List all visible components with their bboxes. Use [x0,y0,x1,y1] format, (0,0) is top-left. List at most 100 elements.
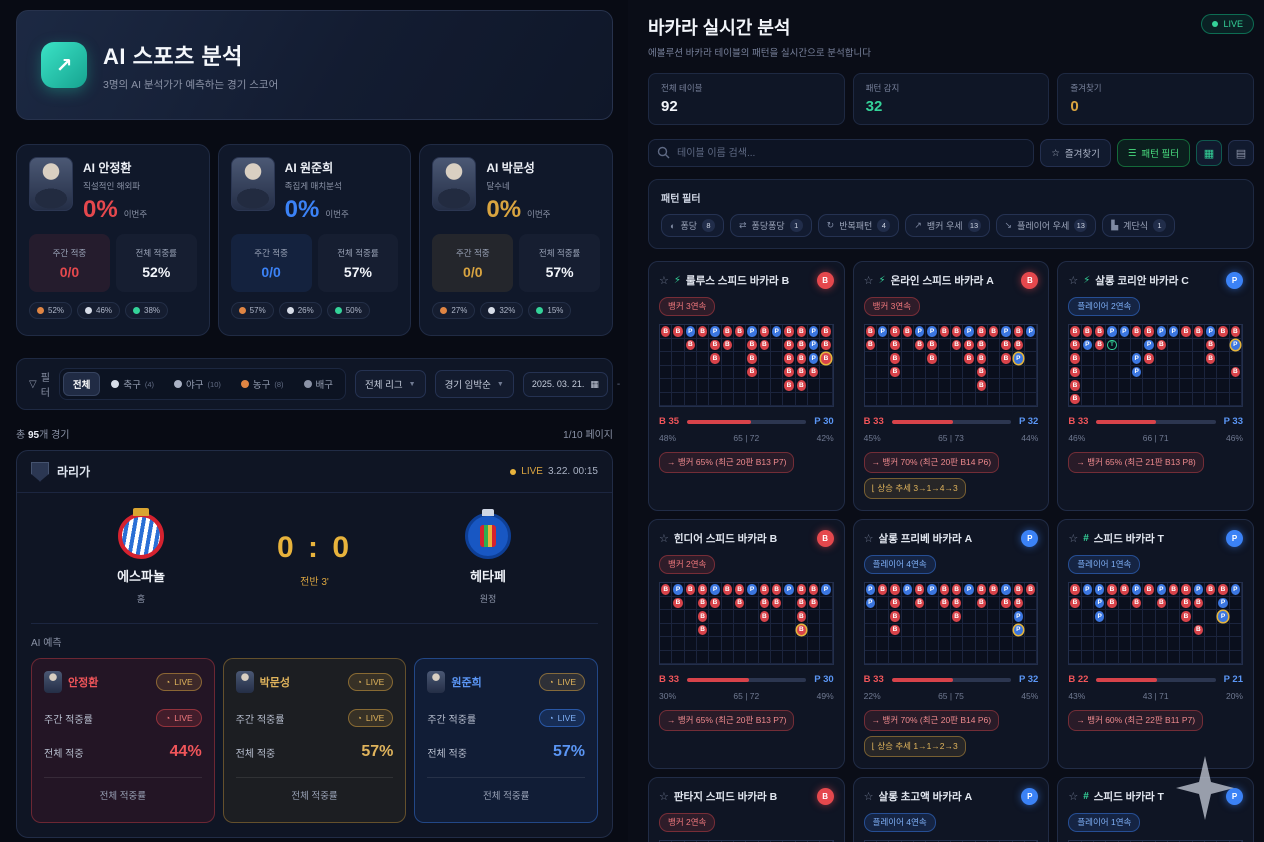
bead-cell [963,637,976,651]
bead-cell: B [1012,338,1025,352]
bead-banker: B [710,339,720,350]
streak-badge: 플레이어 4연속 [863,555,936,574]
analyst-card[interactable]: AI 박문성 달수네 0% 이번주 주간 적중 0/0 전체 적중률 57% 27% 32% 15% [419,144,614,336]
overall-rate-value: 57% [552,743,586,760]
pattern-chip[interactable]: ↗ 뱅커 우세 13 [905,214,990,237]
baccarat-table-card[interactable]: ☆ ⚡ 룰루스 스피드 바카라 B B 뱅커 3연속 B B P B P B B P B P B B P B B B B B… [648,261,845,511]
bead-cell [1180,338,1193,352]
bead-cell: B [1106,596,1119,610]
bead-player: P [1144,339,1154,350]
sport-rate-badge: 52% [29,302,73,319]
overall-rate-value: 44% [169,743,202,760]
favorites-button[interactable]: ☆ 즐겨찾기 [1040,139,1111,167]
prediction-card[interactable]: 원준희 ◔ LIVE 주간 적중률 ◔ LIVE 전체 적중 57% 전체 적중률 [414,658,599,823]
star-icon[interactable]: ☆ [863,791,874,803]
bead-cell: P [1012,610,1025,624]
analyst-card[interactable]: AI 원준희 족집게 매치분석 0% 이번주 주간 적중 0/0 전체 적중률 57% 57% 2… [217,144,412,336]
bead-cell [1012,392,1025,406]
bead-cell [1081,637,1094,651]
weekly-hits-box: 주간 적중 0/0 [432,234,514,292]
bead-cell [987,338,1001,352]
streak-badge: 뱅커 3연속 [863,297,921,316]
bead-cell [963,596,976,610]
sport-filter-야구[interactable]: 야구 (10) [165,372,230,396]
bead-banker: B [1168,584,1179,595]
bead-player: P [1156,326,1166,337]
star-icon[interactable]: ☆ [863,275,874,287]
baccarat-table-card[interactable]: ☆ 살롱 프리베 바카라 A P 플레이어 4연속 P B B P B P B B P B B P B B P B B B… [852,519,1050,769]
page-indicator[interactable]: 1/10 페이지 [563,430,613,441]
prediction-card[interactable]: 안정환 ◔ LIVE 주간 적중률 ◔ LIVE 전체 적중 44% 전체 적중률 [31,658,215,823]
pattern-chip[interactable]: ◐ 퐁당 8 [661,214,724,237]
bead-cell [1204,610,1218,624]
bead-cell [1118,610,1131,624]
sport-filter-전체[interactable]: 전체 [62,372,101,396]
date-from-input[interactable]: 2025. 03. 21. ▦ [522,371,608,397]
bead-cell: B [889,583,902,597]
sport-filter-label: 전체 [72,380,91,391]
bead-cell: B [758,583,771,597]
table-title: 살롱 초고액 바카라 A [878,791,973,803]
overall-rate-label: 전체 적중률 [538,247,581,258]
bead-cell [1204,379,1218,393]
bead-banker: B [976,326,986,337]
bead-cell: B [975,583,988,597]
pattern-chip-count: 1 [789,219,803,232]
bead-cell: B [926,352,939,366]
star-icon[interactable]: ☆ [659,791,669,803]
sort-dropdown[interactable]: 경기 임박순 ▼ [434,370,514,398]
star-icon[interactable]: ☆ [659,275,669,287]
weekly-rate-row: 주간 적중률 ◔ LIVE [427,709,586,727]
baccarat-table-card[interactable]: ☆ 힌디어 스피드 바카라 B B 뱅커 2연속 B P B B P B B P B B P B B P B B B B B… [648,519,845,769]
bead-cell [770,623,784,637]
weekly-rate-row: 주간 적중률 ◔ LIVE [44,709,202,727]
prediction-card[interactable]: 박문성 ◔ LIVE 주간 적중률 ◔ LIVE 전체 적중 57% 전체 적중률 [222,658,407,823]
player-pct: 20% [1225,691,1243,701]
sport-filter-농구[interactable]: 농구 (8) [232,372,293,396]
star-icon[interactable]: ☆ [863,533,874,545]
pattern-filter-button[interactable]: ☰ 패턴 필터 [1116,139,1190,167]
pattern-chip[interactable]: ↘ 플레이어 우세 13 [995,214,1097,237]
baccarat-table-card[interactable]: ☆ ⚡ 살롱 코리안 바카라 C P 플레이어 2연속 B B B P P B B P P B B P B B B P B… [1057,261,1254,511]
sport-filter-배구[interactable]: 배구 [295,372,342,396]
bead-cell [733,650,747,664]
pattern-chip[interactable]: ↻ 반복패턴 4 [817,214,900,237]
bead-cell [901,596,914,610]
grid-view-button[interactable]: ▦ [1196,140,1222,166]
star-icon[interactable]: ☆ [659,533,669,545]
pattern-tag: → 뱅커 65% (최근 21판 B13 P8) [1068,452,1204,473]
baccarat-table-card[interactable]: ☆ ⚡ 온라인 스피드 바카라 A B 뱅커 3연속 B P B B P P B B P B B P B P B B B B… [852,261,1050,511]
league-dropdown[interactable]: 전체 리그 ▼ [355,370,426,398]
bead-cell [660,379,673,393]
bead-cell: P [1229,583,1242,597]
banker-pct: 30% [659,691,677,701]
pattern-tag-row: → 뱅커 60% (최근 22판 B11 P7) [1068,710,1243,731]
bead-cell: B [660,583,673,597]
streak-row: 뱅커 3연속 [863,296,1039,316]
search-input[interactable] [648,139,1035,167]
streak-badge: 플레이어 4연속 [863,813,936,832]
bead-cell: P [746,325,759,339]
list-view-button[interactable]: ▤ [1228,140,1254,166]
table-card-header: ☆ 살롱 프리베 바카라 A P [864,530,1039,547]
star-icon[interactable]: ☆ [1068,275,1079,287]
pattern-chip[interactable]: ⇄ 퐁당퐁당 1 [730,214,812,237]
pattern-chip-count: 13 [1074,219,1088,232]
match-card[interactable]: 라리가 LIVE 3.22. 00:15 에스파뇰 홈 0 : 0 전반 3' [16,450,613,838]
baccarat-table-card[interactable]: ☆ # 스피드 바카라 T P 플레이어 1연속 B P P B B P B P B B P B B P B P B B B B… [1057,519,1254,769]
bead-banker: B [821,326,831,337]
table-title: 온라인 스피드 바카라 A [890,275,994,287]
streak-row: 플레이어 1연속 [1068,554,1243,574]
sport-filter-축구[interactable]: 축구 (4) [102,372,163,396]
pattern-chip[interactable]: ▙ 계단식 1 [1102,214,1176,237]
analyst-card[interactable]: AI 안정환 직설적인 해외파 0% 이번주 주간 적중 0/0 전체 적중률 52% 52% 4… [16,144,210,336]
bead-cell: B [975,325,988,339]
live-pill: ◔ LIVE [539,673,586,691]
bead-cell [1081,610,1094,624]
star-icon[interactable]: ☆ [1068,533,1079,545]
star-icon[interactable]: ☆ [1068,791,1079,803]
round-progress: 66 | 71 [1142,433,1169,443]
